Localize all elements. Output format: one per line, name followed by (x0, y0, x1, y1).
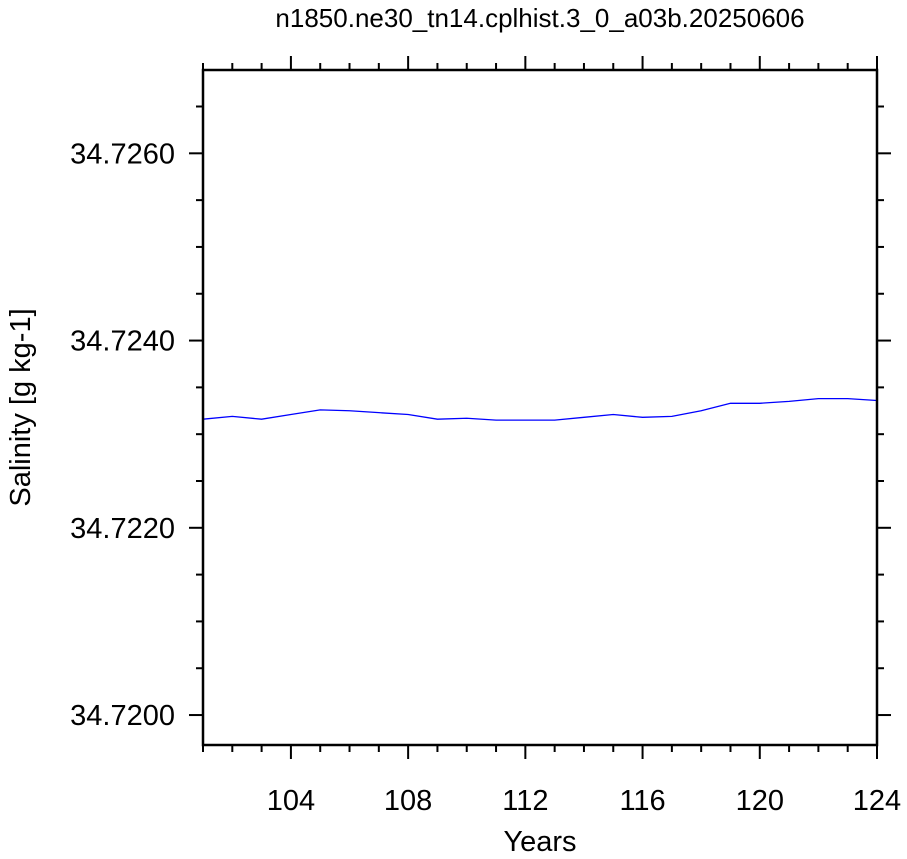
y-tick-label: 34.7200 (70, 700, 175, 732)
series-layer (202, 397, 878, 421)
chart-title: n1850.ne30_tn14.cplhist.3_0_a03b.2025060… (275, 3, 804, 33)
x-tick-label: 120 (736, 785, 784, 817)
x-axis-label: Years (503, 826, 576, 858)
y-tick-label: 34.7220 (70, 513, 175, 545)
x-tick-label: 108 (384, 785, 432, 817)
y-tick-label: 34.7260 (70, 138, 175, 170)
x-tick-label: 112 (502, 785, 548, 817)
y-axis-label: Salinity [g kg-1] (5, 308, 37, 506)
salinity-series-line (202, 397, 878, 421)
x-tick-label: 104 (267, 785, 315, 817)
x-tick-label: 124 (853, 785, 901, 817)
y-tick-label: 34.7240 (70, 326, 175, 358)
axis-ticks (189, 56, 891, 759)
plot-frame (201, 68, 879, 747)
x-tick-label: 116 (619, 785, 665, 817)
tick-labels: 104 108 112 116 120 124 34.7200 34.7220 34.7240 3… (70, 138, 901, 817)
